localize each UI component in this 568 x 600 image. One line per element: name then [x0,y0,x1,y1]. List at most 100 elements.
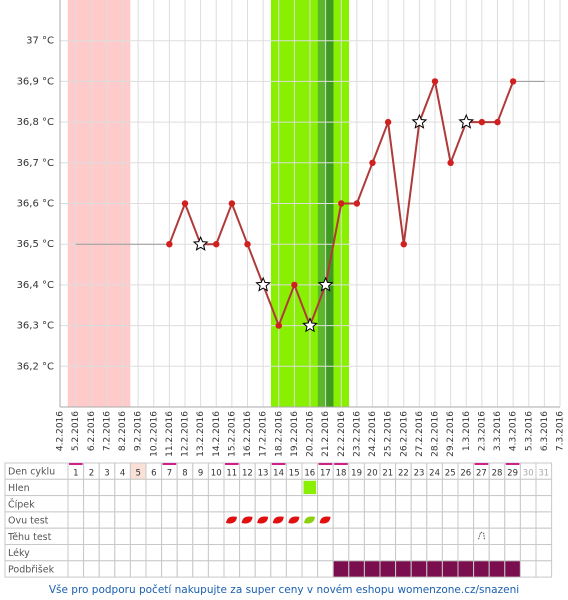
day-number: 6 [151,469,156,479]
x-tick-label: 9.2.2016 [134,411,144,451]
day-cell [114,544,131,562]
day-cell [114,527,131,546]
day-cell [379,544,397,562]
day-cell [441,511,459,529]
day-cell [176,560,194,578]
day-cell [410,544,428,562]
y-tick-label: 36,4 °C [17,280,54,291]
day-cell [301,527,319,546]
day-cell [114,511,131,529]
y-tick-label: 36,8 °C [17,117,54,128]
x-tick-label: 11.2.2016 [165,411,175,457]
day-cell [207,495,225,513]
day-cell [379,478,397,497]
day-cell [129,495,147,513]
day-cell [176,511,194,529]
day-cell [317,478,334,497]
x-tick-label: 5.2.2016 [71,411,81,451]
day-cell [207,511,225,529]
day-cell [426,478,443,497]
row-label: Podbřišek [8,564,55,575]
day-cell [83,544,100,562]
ovu-test-icon [304,516,315,524]
day-cell [145,495,163,513]
day-cell [270,527,287,546]
day-cell [488,560,506,578]
day-cell [270,560,287,578]
dot-marker [384,118,392,126]
day-cell [114,560,131,578]
day-number: 4 [120,469,125,479]
day-cell [488,511,506,529]
x-tick-label: 23.2.2016 [352,411,362,457]
x-tick-label: 19.2.2016 [290,411,300,457]
footer-link[interactable]: Vše pro podporu početí nakupujte za supe… [49,584,519,596]
day-cell [519,544,537,562]
x-tick-label: 4.3.2016 [509,411,519,451]
day-cell [410,511,428,529]
dot-marker [369,159,376,166]
day-cell [379,511,397,529]
day-cell [129,527,147,546]
dot-marker [509,78,517,85]
ovu-test-icon [226,516,237,524]
day-cell [504,495,521,513]
day-number: 7 [167,469,172,479]
x-tick-label: 21.2.2016 [321,411,331,457]
day-number: 29 [507,469,518,479]
x-tick-label: 20.2.2016 [306,411,316,457]
day-cell [379,527,397,546]
day-cell [317,527,334,546]
y-tick-label: 36,7 °C [17,158,54,169]
day-cell [363,495,381,513]
day-cell [504,544,521,562]
day-cell [161,560,178,578]
x-tick-label: 18.2.2016 [274,411,284,457]
day-cell [207,544,225,562]
day-cell [83,495,100,513]
day-number: 2 [89,469,94,479]
day-cell [83,478,100,497]
ovu-test-icon [288,516,300,524]
day-number: 19 [351,469,362,479]
row-label: Den cyklu [8,467,55,478]
x-tick-label: 12.2.2016 [181,411,191,457]
day-cell [395,544,412,562]
day-cell [332,495,350,513]
day-cell [348,544,365,562]
day-cell [363,478,381,497]
day-cell [395,527,412,546]
day-number: 17 [320,469,331,479]
cycle-mark [162,463,177,465]
x-tick-label: 27.2.2016 [415,411,425,457]
day-number: 3 [104,469,109,479]
day-cell [254,544,272,562]
day-cell [488,495,506,513]
day-number: 16 [304,469,315,479]
dot-marker [353,200,361,207]
x-tick-label: 2.3.2016 [477,411,487,451]
day-cell [488,527,506,546]
day-cell [176,478,194,497]
dot-marker [431,78,439,85]
x-tick-label: 7.2.2016 [102,411,112,451]
x-tick-label: 6.3.2016 [540,411,550,451]
day-cell [457,495,475,513]
x-tick-label: 15.2.2016 [227,411,237,457]
day-cell [441,527,459,546]
day-cell [145,544,163,562]
day-number: 10 [211,469,222,479]
day-cell [535,527,553,546]
day-cell [410,560,428,578]
day-cell [473,527,490,546]
cycle-mark [474,463,489,465]
day-cell [457,511,475,529]
day-cell [535,544,553,562]
day-cell [332,511,350,529]
day-cell [379,495,397,513]
day-cell [67,511,85,529]
day-cell [301,544,319,562]
day-cell [410,527,428,546]
